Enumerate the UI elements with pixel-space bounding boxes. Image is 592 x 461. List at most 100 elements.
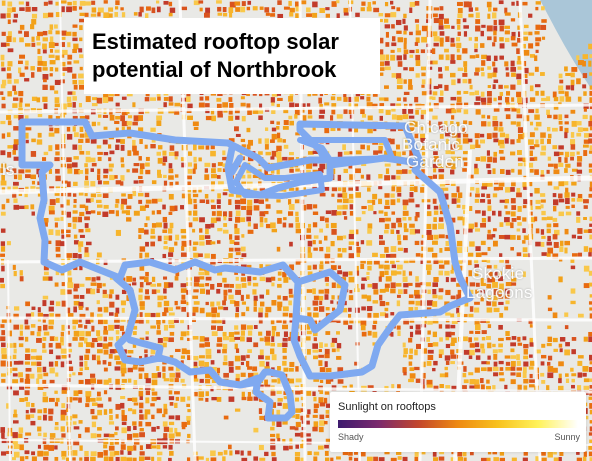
rooftop-tile: [295, 444, 300, 449]
rooftop-tile: [397, 222, 403, 228]
rooftop-tile: [25, 414, 31, 420]
rooftop-tile: [78, 390, 83, 395]
rooftop-tile: [73, 288, 78, 292]
rooftop-tile: [13, 181, 19, 186]
rooftop-tile: [451, 318, 458, 324]
rooftop-tile: [474, 271, 479, 277]
rooftop-tile: [391, 108, 396, 112]
rooftop-tile: [396, 229, 400, 234]
rooftop-tile: [438, 223, 444, 230]
rooftop-tile: [469, 205, 473, 211]
rooftop-tile: [79, 211, 85, 217]
rooftop-tile: [553, 223, 559, 228]
rooftop-tile: [534, 144, 540, 148]
rooftop-tile: [205, 199, 210, 204]
rooftop-tile: [282, 342, 288, 348]
rooftop-tile: [60, 414, 66, 421]
rooftop-tile: [510, 121, 516, 125]
rooftop-tile: [18, 343, 24, 348]
rooftop-tile: [312, 349, 319, 353]
rooftop-tile: [571, 198, 576, 202]
rooftop-tile: [271, 420, 275, 426]
rooftop-tile: [499, 222, 504, 227]
rooftop-tile: [432, 240, 438, 245]
rooftop-tile: [228, 7, 234, 14]
rooftop-tile: [445, 277, 449, 283]
rooftop-tile: [420, 253, 425, 258]
rooftop-tile: [72, 73, 77, 79]
rooftop-tile: [360, 96, 365, 100]
rooftop-tile: [414, 186, 418, 193]
rooftop-tile: [391, 6, 396, 10]
rooftop-tile: [247, 391, 252, 397]
rooftop-tile: [13, 409, 17, 414]
rooftop-tile: [450, 121, 454, 126]
rooftop-tile: [337, 379, 344, 384]
rooftop-tile: [456, 247, 463, 254]
rooftop-tile: [121, 193, 126, 197]
rooftop-tile: [379, 300, 386, 307]
rooftop-tile: [210, 223, 215, 228]
rooftop-tile: [48, 54, 55, 58]
rooftop-tile: [156, 0, 160, 4]
rooftop-tile: [96, 300, 100, 305]
rooftop-tile: [13, 198, 18, 203]
rooftop-tile: [313, 295, 320, 300]
rooftop-tile: [486, 385, 492, 391]
rooftop-tile: [486, 336, 491, 341]
rooftop-tile: [156, 289, 161, 293]
rooftop-tile: [120, 318, 126, 322]
rooftop-tile: [414, 294, 421, 299]
rooftop-tile: [289, 168, 294, 173]
rooftop-tile: [583, 451, 587, 457]
rooftop-tile: [79, 355, 84, 361]
rooftop-tile: [247, 174, 252, 179]
rooftop-tile: [114, 450, 120, 456]
rooftop-tile: [295, 414, 300, 419]
rooftop-tile: [30, 24, 35, 30]
rooftop-tile: [132, 102, 136, 108]
rooftop-tile: [163, 241, 168, 245]
rooftop-tile: [97, 121, 101, 126]
rooftop-tile: [246, 216, 251, 222]
rooftop-tile: [498, 235, 505, 239]
rooftop-tile: [486, 150, 490, 156]
rooftop-tile: [475, 252, 482, 258]
rooftop-tile: [523, 31, 528, 35]
rooftop-tile: [307, 307, 311, 311]
rooftop-tile: [79, 84, 85, 90]
rooftop-tile: [444, 120, 448, 126]
rooftop-tile: [432, 144, 438, 149]
rooftop-tile: [84, 247, 89, 253]
rooftop-tile: [588, 366, 592, 373]
rooftop-tile: [546, 223, 552, 228]
rooftop-tile: [42, 84, 48, 90]
rooftop-tile: [306, 324, 310, 330]
rooftop-tile: [48, 445, 55, 451]
rooftop-tile: [427, 354, 434, 361]
rooftop-tile: [378, 13, 384, 17]
rooftop-tile: [319, 390, 324, 395]
rooftop-tile: [96, 391, 101, 397]
rooftop-tile: [529, 337, 533, 343]
rooftop-tile: [373, 127, 377, 132]
rooftop-tile: [450, 37, 455, 43]
rooftop-tile: [462, 385, 467, 391]
rooftop-tile: [258, 199, 264, 204]
rooftop-tile: [498, 210, 502, 217]
rooftop-tile: [403, 259, 409, 264]
rooftop-tile: [174, 402, 178, 408]
rooftop-tile: [492, 385, 496, 391]
rooftop-tile: [319, 228, 324, 233]
rooftop-tile: [462, 72, 468, 77]
rooftop-tile: [408, 300, 415, 305]
rooftop-tile: [504, 7, 508, 14]
rooftop-tile: [324, 276, 329, 282]
rooftop-tile: [151, 379, 158, 386]
rooftop-tile: [576, 216, 581, 223]
rooftop-tile: [402, 108, 407, 114]
rooftop-tile: [384, 97, 389, 102]
rooftop-tile: [25, 456, 29, 460]
rooftop-tile: [487, 121, 491, 127]
